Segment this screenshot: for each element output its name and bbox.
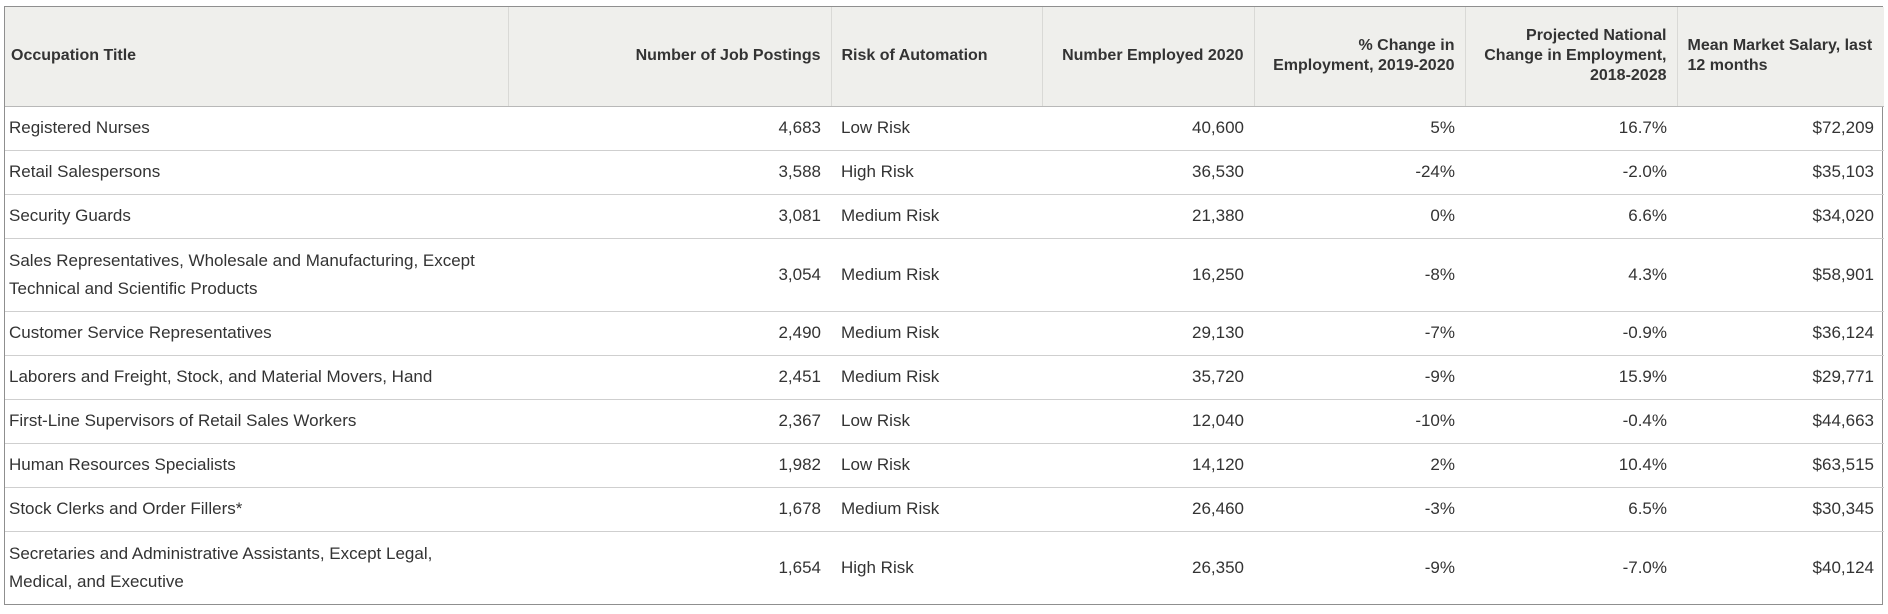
cell-mean-salary: $40,124 [1812,557,1874,577]
cell-pct-change: -9% [1254,355,1465,400]
occupations-table: Occupation Title Number of Job Postings … [4,6,1884,605]
cell-projected-change: 6.6% [1465,194,1677,239]
cell-mean-salary: $63,515 [1677,443,1884,488]
cell-number-employed: 35,720 [1042,355,1254,400]
table-row: Registered Nurses 4,683 Low Risk 40,600 … [5,106,1884,151]
cell-mean-salary: $72,209 [1677,106,1884,151]
table-row: Laborers and Freight, Stock, and Materia… [5,355,1884,400]
cell-job-postings: 3,588 [508,150,831,195]
cell-projected-change: -0.9% [1465,311,1677,356]
cell-pct-change: 0% [1254,194,1465,239]
cell-mean-salary: $29,771 [1677,355,1884,400]
table-row: Retail Salespersons 3,588 High Risk 36,5… [5,150,1884,195]
cell-pct-change: -10% [1254,399,1465,444]
cell-number-employed: 26,460 [1042,487,1254,532]
cell-pct-change: 5% [1254,106,1465,151]
cell-projected-change: 10.4% [1465,443,1677,488]
table-row: Security Guards 3,081 Medium Risk 21,380… [5,194,1884,239]
cell-job-postings: 4,683 [508,106,831,151]
cell-risk: Medium Risk [831,238,1042,312]
cell-mean-salary: $30,345 [1677,487,1884,532]
header-occupation-title[interactable]: Occupation Title [5,7,509,107]
cell-number-employed: 12,040 [1042,399,1254,444]
cell-number-employed: 14,120 [1042,443,1254,488]
cell-risk: Medium Risk [831,311,1042,356]
data-table: Occupation Title Number of Job Postings … [5,7,1884,604]
cell-mean-salary: $44,663 [1677,399,1884,444]
cell-occupation-title: Laborers and Freight, Stock, and Materia… [5,355,508,400]
cell-job-postings: 1,982 [508,443,831,488]
cell-risk: High Risk [831,150,1042,195]
cell-pct-change: -24% [1254,150,1465,195]
cell-number-employed: 21,380 [1042,194,1254,239]
table-row: First-Line Supervisors of Retail Sales W… [5,399,1884,444]
cell-projected-change: 6.5% [1465,487,1677,532]
cell-projected-change: -7.0% [1622,557,1667,577]
table-row: Sales Representatives, Wholesale and Man… [5,238,1884,312]
cell-pct-change: -9% [1424,557,1455,577]
cell-risk: Low Risk [831,399,1042,444]
cell-risk: Low Risk [831,106,1042,151]
cell-pct-change: -3% [1254,487,1465,532]
cell-risk: Medium Risk [831,355,1042,400]
cell-occupation-title: Registered Nurses [5,106,508,151]
cell-occupation-title: Security Guards [5,194,508,239]
header-job-postings[interactable]: Number of Job Postings [508,7,832,107]
cell-occupation-title: Sales Representatives, Wholesale and Man… [5,238,508,312]
cell-projected-change: 15.9% [1465,355,1677,400]
header-pct-change-employment[interactable]: % Change in Employment, 2019-2020 [1254,7,1466,107]
header-mean-salary[interactable]: Mean Market Salary, last 12 months [1677,7,1884,107]
cell-job-postings: 2,490 [508,311,831,356]
header-row: Occupation Title Number of Job Postings … [5,7,1884,107]
cell-occupation-title: Secretaries and Administrative Assistant… [9,543,433,591]
cell-mean-salary: $58,901 [1677,238,1884,312]
header-number-employed[interactable]: Number Employed 2020 [1042,7,1255,107]
table-row: Secretaries and Administrative Assistant… [5,531,1884,604]
cell-number-employed: 36,530 [1042,150,1254,195]
cell-risk: Medium Risk [831,487,1042,532]
cell-pct-change: -8% [1254,238,1465,312]
cell-occupation-title: First-Line Supervisors of Retail Sales W… [5,399,508,444]
cell-projected-change: 16.7% [1465,106,1677,151]
table-row: Human Resources Specialists 1,982 Low Ri… [5,443,1884,488]
cell-occupation-title: Stock Clerks and Order Fillers* [5,487,508,532]
cell-mean-salary: $35,103 [1677,150,1884,195]
cell-pct-change: 2% [1254,443,1465,488]
table-row: Stock Clerks and Order Fillers* 1,678 Me… [5,487,1884,532]
cell-mean-salary: $34,020 [1677,194,1884,239]
cell-projected-change: -0.4% [1465,399,1677,444]
cell-number-employed: 29,130 [1042,311,1254,356]
table-row: Customer Service Representatives 2,490 M… [5,311,1884,356]
cell-job-postings: 3,081 [508,194,831,239]
cell-occupation-title: Human Resources Specialists [5,443,508,488]
header-projected-change[interactable]: Projected National Change in Employment,… [1465,7,1678,107]
cell-projected-change: 4.3% [1465,238,1677,312]
cell-pct-change: -7% [1254,311,1465,356]
cell-job-postings: 3,054 [508,238,831,312]
cell-number-employed: 40,600 [1042,106,1254,151]
cell-risk: High Risk [841,557,914,577]
cell-number-employed: 16,250 [1042,238,1254,312]
cell-number-employed: 26,350 [1192,557,1244,577]
cell-mean-salary: $36,124 [1677,311,1884,356]
cell-job-postings: 1,678 [508,487,831,532]
cell-job-postings: 2,451 [508,355,831,400]
cell-risk: Medium Risk [831,194,1042,239]
header-risk-of-automation[interactable]: Risk of Automation [831,7,1043,107]
cell-job-postings: 1,654 [778,557,821,577]
cell-projected-change: -2.0% [1465,150,1677,195]
cell-occupation-title: Retail Salespersons [5,150,508,195]
cell-occupation-title: Customer Service Representatives [5,311,508,356]
cell-risk: Low Risk [831,443,1042,488]
cell-job-postings: 2,367 [508,399,831,444]
